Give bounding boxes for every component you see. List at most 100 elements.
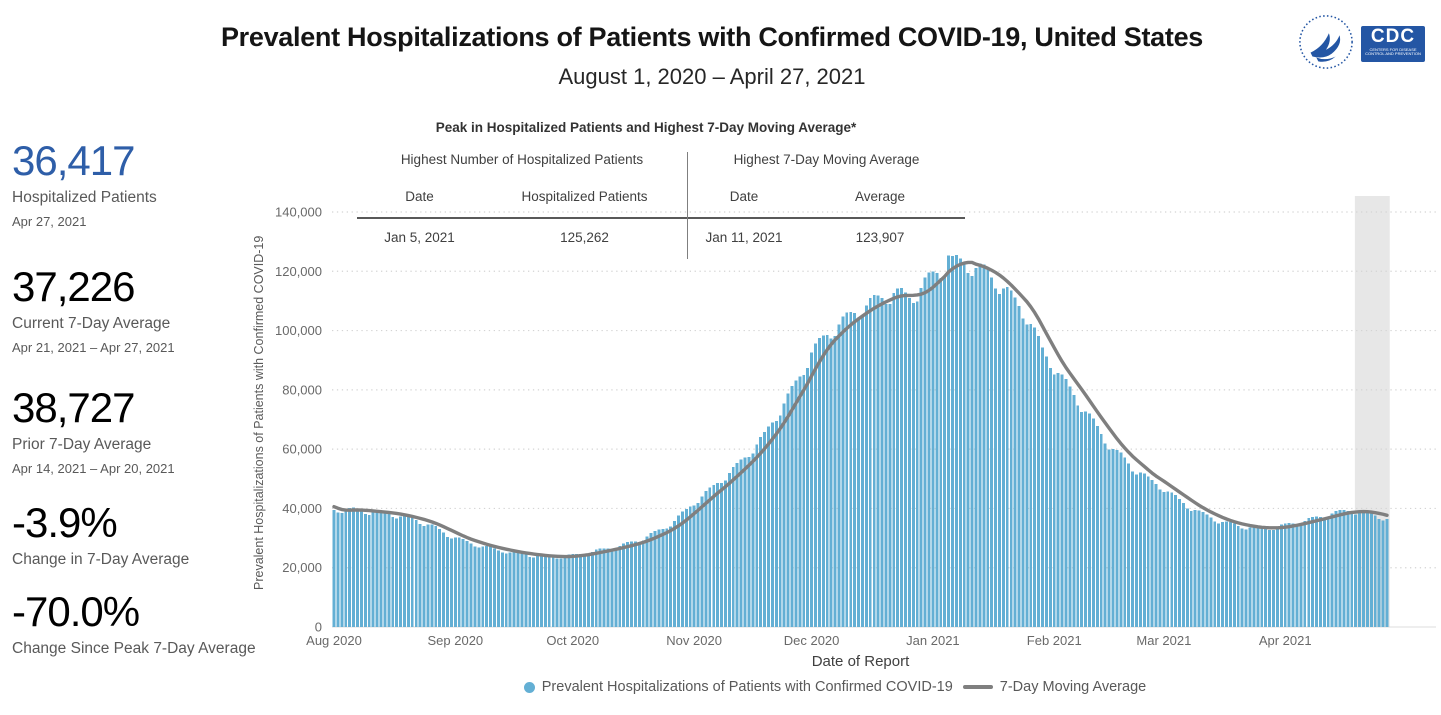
bar[interactable] [426, 524, 430, 627]
bar[interactable] [915, 301, 919, 627]
bar[interactable] [774, 420, 778, 627]
bar[interactable] [849, 311, 853, 627]
bar[interactable] [669, 526, 673, 627]
bar[interactable] [359, 511, 363, 627]
bar[interactable] [387, 513, 391, 627]
bar[interactable] [864, 305, 868, 627]
bar[interactable] [391, 517, 395, 627]
bar[interactable] [1225, 521, 1228, 627]
bar[interactable] [606, 548, 610, 627]
bar[interactable] [371, 511, 375, 627]
bar[interactable] [661, 529, 665, 627]
bar[interactable] [1283, 523, 1287, 627]
bar[interactable] [962, 263, 966, 627]
bar[interactable] [453, 537, 457, 627]
bar[interactable] [1303, 520, 1307, 627]
bar[interactable] [1088, 413, 1091, 627]
bar[interactable] [1017, 306, 1021, 627]
bar[interactable] [1268, 530, 1272, 627]
bar[interactable] [782, 403, 786, 627]
bar[interactable] [1334, 510, 1338, 627]
bar[interactable] [1252, 526, 1256, 627]
bar[interactable] [340, 512, 344, 627]
bar[interactable] [888, 303, 892, 627]
bar[interactable] [583, 555, 586, 627]
bar[interactable] [927, 272, 931, 627]
bar[interactable] [477, 547, 481, 627]
bar[interactable] [853, 312, 857, 627]
bar[interactable] [1272, 530, 1275, 627]
bar[interactable] [1358, 511, 1362, 627]
bar[interactable] [399, 516, 402, 627]
bar[interactable] [559, 558, 563, 627]
bar[interactable] [1001, 288, 1005, 627]
bar[interactable] [829, 338, 833, 627]
bar[interactable] [1291, 523, 1295, 627]
bar[interactable] [1307, 518, 1311, 627]
bar[interactable] [802, 374, 806, 627]
bar[interactable] [1185, 508, 1189, 627]
bar[interactable] [1311, 516, 1315, 627]
bar[interactable] [974, 267, 978, 627]
bar[interactable] [1076, 405, 1080, 627]
bar[interactable] [1107, 449, 1111, 627]
bar[interactable] [919, 287, 923, 627]
bar[interactable] [1213, 521, 1217, 627]
bar[interactable] [735, 462, 739, 627]
bar[interactable] [861, 316, 864, 627]
bar[interactable] [449, 538, 453, 627]
bar[interactable] [645, 536, 649, 627]
bar[interactable] [1115, 450, 1119, 627]
bar[interactable] [332, 510, 336, 627]
bar[interactable] [700, 496, 704, 627]
bar[interactable] [876, 295, 880, 627]
bar[interactable] [1217, 523, 1221, 627]
bar[interactable] [1326, 517, 1330, 627]
bar[interactable] [551, 556, 555, 627]
bar[interactable] [602, 548, 606, 627]
bar[interactable] [986, 269, 990, 627]
bar[interactable] [1064, 378, 1068, 627]
bar[interactable] [1287, 523, 1291, 627]
bar[interactable] [610, 549, 614, 627]
bar[interactable] [1201, 511, 1205, 627]
bar[interactable] [684, 508, 688, 627]
bar[interactable] [379, 510, 383, 627]
bar[interactable] [680, 511, 684, 627]
bar[interactable] [536, 555, 540, 627]
bar[interactable] [814, 343, 817, 627]
bar[interactable] [579, 554, 583, 627]
bar[interactable] [817, 337, 821, 627]
bar[interactable] [911, 302, 915, 627]
bar[interactable] [1041, 347, 1044, 627]
bar[interactable] [806, 368, 810, 627]
bar[interactable] [344, 509, 348, 627]
bar[interactable] [1146, 476, 1150, 627]
bar[interactable] [954, 254, 958, 627]
bar[interactable] [622, 543, 626, 627]
bar[interactable] [1295, 525, 1299, 627]
bar[interactable] [673, 520, 677, 627]
bar[interactable] [857, 317, 860, 627]
bar[interactable] [1322, 518, 1326, 627]
bar[interactable] [641, 540, 645, 627]
bar[interactable] [943, 275, 947, 627]
bar[interactable] [1123, 457, 1127, 627]
bar[interactable] [892, 293, 896, 627]
bar[interactable] [618, 545, 622, 627]
bar[interactable] [1170, 492, 1174, 627]
bar[interactable] [704, 491, 708, 627]
bar[interactable] [763, 431, 767, 627]
bar[interactable] [896, 288, 900, 627]
bar[interactable] [356, 509, 359, 627]
bar[interactable] [837, 324, 841, 627]
bar[interactable] [743, 457, 747, 627]
bar[interactable] [770, 422, 774, 627]
bar[interactable] [1135, 474, 1138, 627]
bar[interactable] [966, 273, 970, 627]
bar[interactable] [1236, 525, 1240, 627]
moving-average-line[interactable] [332, 260, 1389, 559]
bar[interactable] [504, 553, 508, 627]
bar[interactable] [1068, 386, 1072, 627]
bar[interactable] [958, 258, 962, 627]
